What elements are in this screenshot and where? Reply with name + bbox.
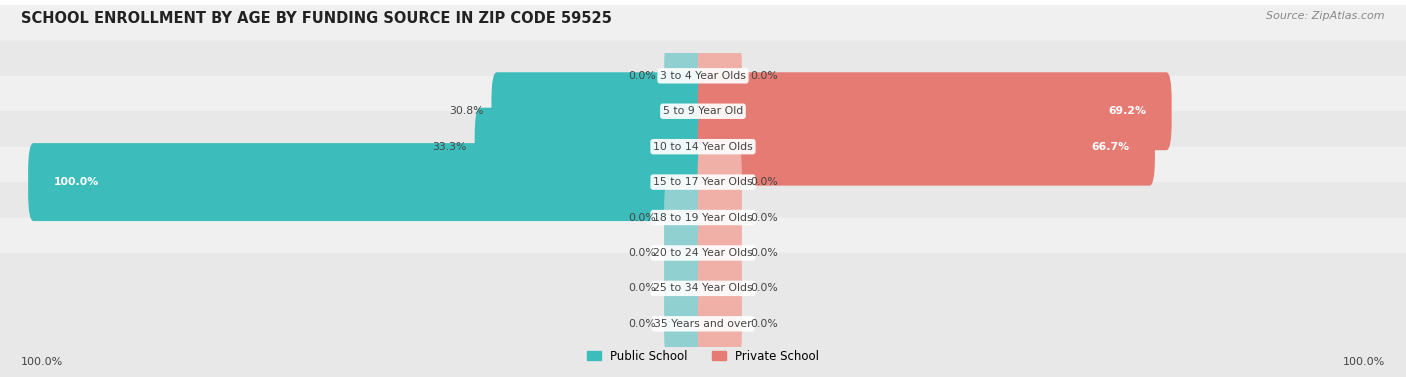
Text: 3 to 4 Year Olds: 3 to 4 Year Olds bbox=[659, 71, 747, 81]
FancyBboxPatch shape bbox=[664, 214, 709, 292]
FancyBboxPatch shape bbox=[664, 37, 709, 115]
Text: 0.0%: 0.0% bbox=[628, 284, 657, 293]
Legend: Public School, Private School: Public School, Private School bbox=[582, 345, 824, 367]
FancyBboxPatch shape bbox=[697, 250, 742, 327]
Text: 0.0%: 0.0% bbox=[749, 213, 778, 222]
Text: 33.3%: 33.3% bbox=[432, 142, 467, 152]
FancyBboxPatch shape bbox=[697, 285, 742, 363]
Text: 18 to 19 Year Olds: 18 to 19 Year Olds bbox=[654, 213, 752, 222]
FancyBboxPatch shape bbox=[0, 40, 1406, 182]
FancyBboxPatch shape bbox=[664, 285, 709, 363]
Text: 100.0%: 100.0% bbox=[21, 357, 63, 367]
Text: 100.0%: 100.0% bbox=[53, 177, 98, 187]
FancyBboxPatch shape bbox=[0, 5, 1406, 147]
Text: 0.0%: 0.0% bbox=[749, 284, 778, 293]
Text: 0.0%: 0.0% bbox=[628, 319, 657, 329]
FancyBboxPatch shape bbox=[697, 179, 742, 256]
FancyBboxPatch shape bbox=[697, 108, 1154, 185]
Text: Source: ZipAtlas.com: Source: ZipAtlas.com bbox=[1267, 11, 1385, 21]
FancyBboxPatch shape bbox=[492, 72, 709, 150]
FancyBboxPatch shape bbox=[28, 143, 709, 221]
Text: 0.0%: 0.0% bbox=[628, 248, 657, 258]
FancyBboxPatch shape bbox=[475, 108, 709, 185]
FancyBboxPatch shape bbox=[0, 182, 1406, 324]
Text: 25 to 34 Year Olds: 25 to 34 Year Olds bbox=[654, 284, 752, 293]
FancyBboxPatch shape bbox=[0, 76, 1406, 218]
FancyBboxPatch shape bbox=[697, 214, 742, 292]
Text: 0.0%: 0.0% bbox=[749, 248, 778, 258]
Text: 0.0%: 0.0% bbox=[628, 71, 657, 81]
Text: 0.0%: 0.0% bbox=[749, 177, 778, 187]
FancyBboxPatch shape bbox=[697, 72, 1171, 150]
Text: 35 Years and over: 35 Years and over bbox=[654, 319, 752, 329]
Text: 0.0%: 0.0% bbox=[749, 71, 778, 81]
FancyBboxPatch shape bbox=[664, 250, 709, 327]
Text: 30.8%: 30.8% bbox=[449, 106, 484, 116]
Text: 66.7%: 66.7% bbox=[1091, 142, 1129, 152]
Text: 20 to 24 Year Olds: 20 to 24 Year Olds bbox=[654, 248, 752, 258]
FancyBboxPatch shape bbox=[0, 218, 1406, 359]
FancyBboxPatch shape bbox=[664, 179, 709, 256]
FancyBboxPatch shape bbox=[697, 143, 742, 221]
Text: 10 to 14 Year Olds: 10 to 14 Year Olds bbox=[654, 142, 752, 152]
Text: 0.0%: 0.0% bbox=[628, 213, 657, 222]
FancyBboxPatch shape bbox=[0, 147, 1406, 288]
Text: 15 to 17 Year Olds: 15 to 17 Year Olds bbox=[654, 177, 752, 187]
Text: SCHOOL ENROLLMENT BY AGE BY FUNDING SOURCE IN ZIP CODE 59525: SCHOOL ENROLLMENT BY AGE BY FUNDING SOUR… bbox=[21, 11, 612, 26]
Text: 100.0%: 100.0% bbox=[1343, 357, 1385, 367]
FancyBboxPatch shape bbox=[0, 253, 1406, 377]
Text: 5 to 9 Year Old: 5 to 9 Year Old bbox=[662, 106, 744, 116]
FancyBboxPatch shape bbox=[0, 111, 1406, 253]
Text: 69.2%: 69.2% bbox=[1108, 106, 1146, 116]
Text: 0.0%: 0.0% bbox=[749, 319, 778, 329]
FancyBboxPatch shape bbox=[697, 37, 742, 115]
